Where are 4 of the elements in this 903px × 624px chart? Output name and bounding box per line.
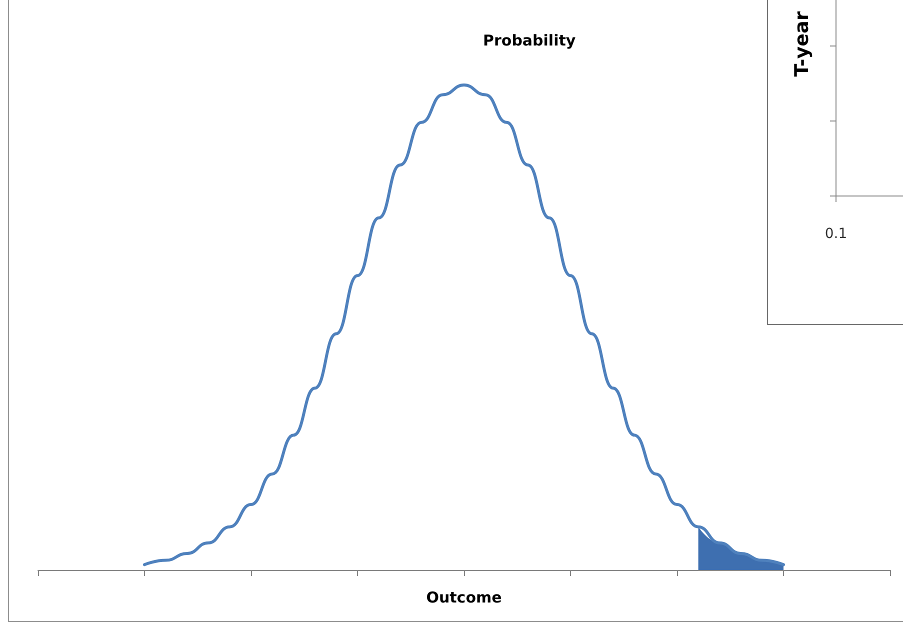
y-axis-title: Probability <box>483 32 576 50</box>
annotation: 0.1 <box>824 226 848 242</box>
x-axis-title: Outcome <box>426 588 502 606</box>
text: T-year <box>791 10 813 77</box>
